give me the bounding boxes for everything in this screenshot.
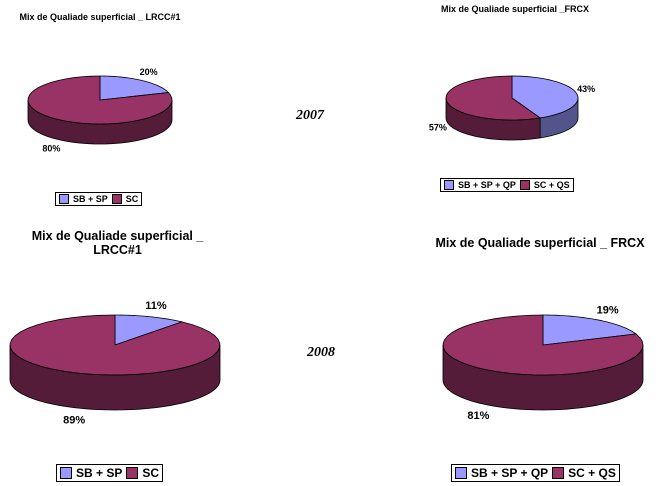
data-label: 11%: [145, 300, 167, 312]
data-label: 81%: [467, 410, 489, 422]
legend-label: SB + SP: [73, 194, 108, 204]
year-label: 2008: [307, 345, 335, 360]
chart-title: Mix de Qualiade superficial _ LRCC#1: [31, 229, 204, 257]
pie-slice: [445, 75, 542, 141]
legend-swatch: [519, 180, 530, 190]
pie-slice: [114, 314, 184, 346]
legend-swatch: [60, 467, 72, 479]
slice-top: [114, 314, 184, 346]
pie-slice: [27, 75, 173, 145]
legend: SB + SP SC: [56, 464, 164, 482]
legend-swatch: [552, 467, 565, 479]
data-label: 19%: [597, 305, 619, 317]
data-label: 80%: [42, 144, 60, 154]
legend-label: SC: [142, 466, 160, 480]
legend-label: SB + SP + QP: [471, 466, 549, 480]
legend: SB + SP + QP SC + QS: [440, 178, 574, 192]
slice-top: [99, 75, 170, 101]
pie-slice: [511, 75, 579, 139]
pie-slice: [99, 75, 170, 101]
legend-swatch: [59, 194, 69, 204]
data-label: 57%: [429, 123, 447, 133]
slice-top: [9, 314, 221, 376]
legend-label: SB + SP + QP: [458, 180, 516, 190]
legend-label: SC: [125, 194, 139, 204]
chart-title: Mix de Qualiade superficial _ FRCX: [435, 236, 645, 250]
slice-top: [442, 314, 644, 376]
year-label: 2007: [296, 108, 324, 123]
pie-slice: [442, 314, 644, 411]
slice-top: [542, 314, 638, 346]
pie-slice: [9, 314, 221, 411]
legend-label: SC + QS: [533, 180, 570, 190]
legend-label: SC + QS: [568, 466, 616, 480]
chart-title: Mix de Qualiade superficial _ LRCC#1: [19, 12, 181, 22]
legend-swatch: [455, 467, 467, 479]
legend-swatch: [444, 180, 454, 190]
data-label: 43%: [577, 84, 595, 94]
legend-label: SB + SP: [76, 466, 123, 480]
slice-top: [445, 75, 542, 121]
pie-slice: [542, 314, 638, 346]
legend: SB + SP + QP SC + QS: [451, 464, 620, 482]
slice-top: [27, 75, 173, 125]
data-label: 89%: [63, 415, 85, 427]
legend: SB + SP SC: [55, 192, 143, 206]
legend-swatch: [111, 194, 122, 204]
slice-top: [511, 75, 579, 119]
data-label: 20%: [140, 67, 158, 77]
legend-swatch: [126, 467, 139, 479]
chart-title: Mix de Qualiade superficial _FRCX: [440, 4, 590, 14]
